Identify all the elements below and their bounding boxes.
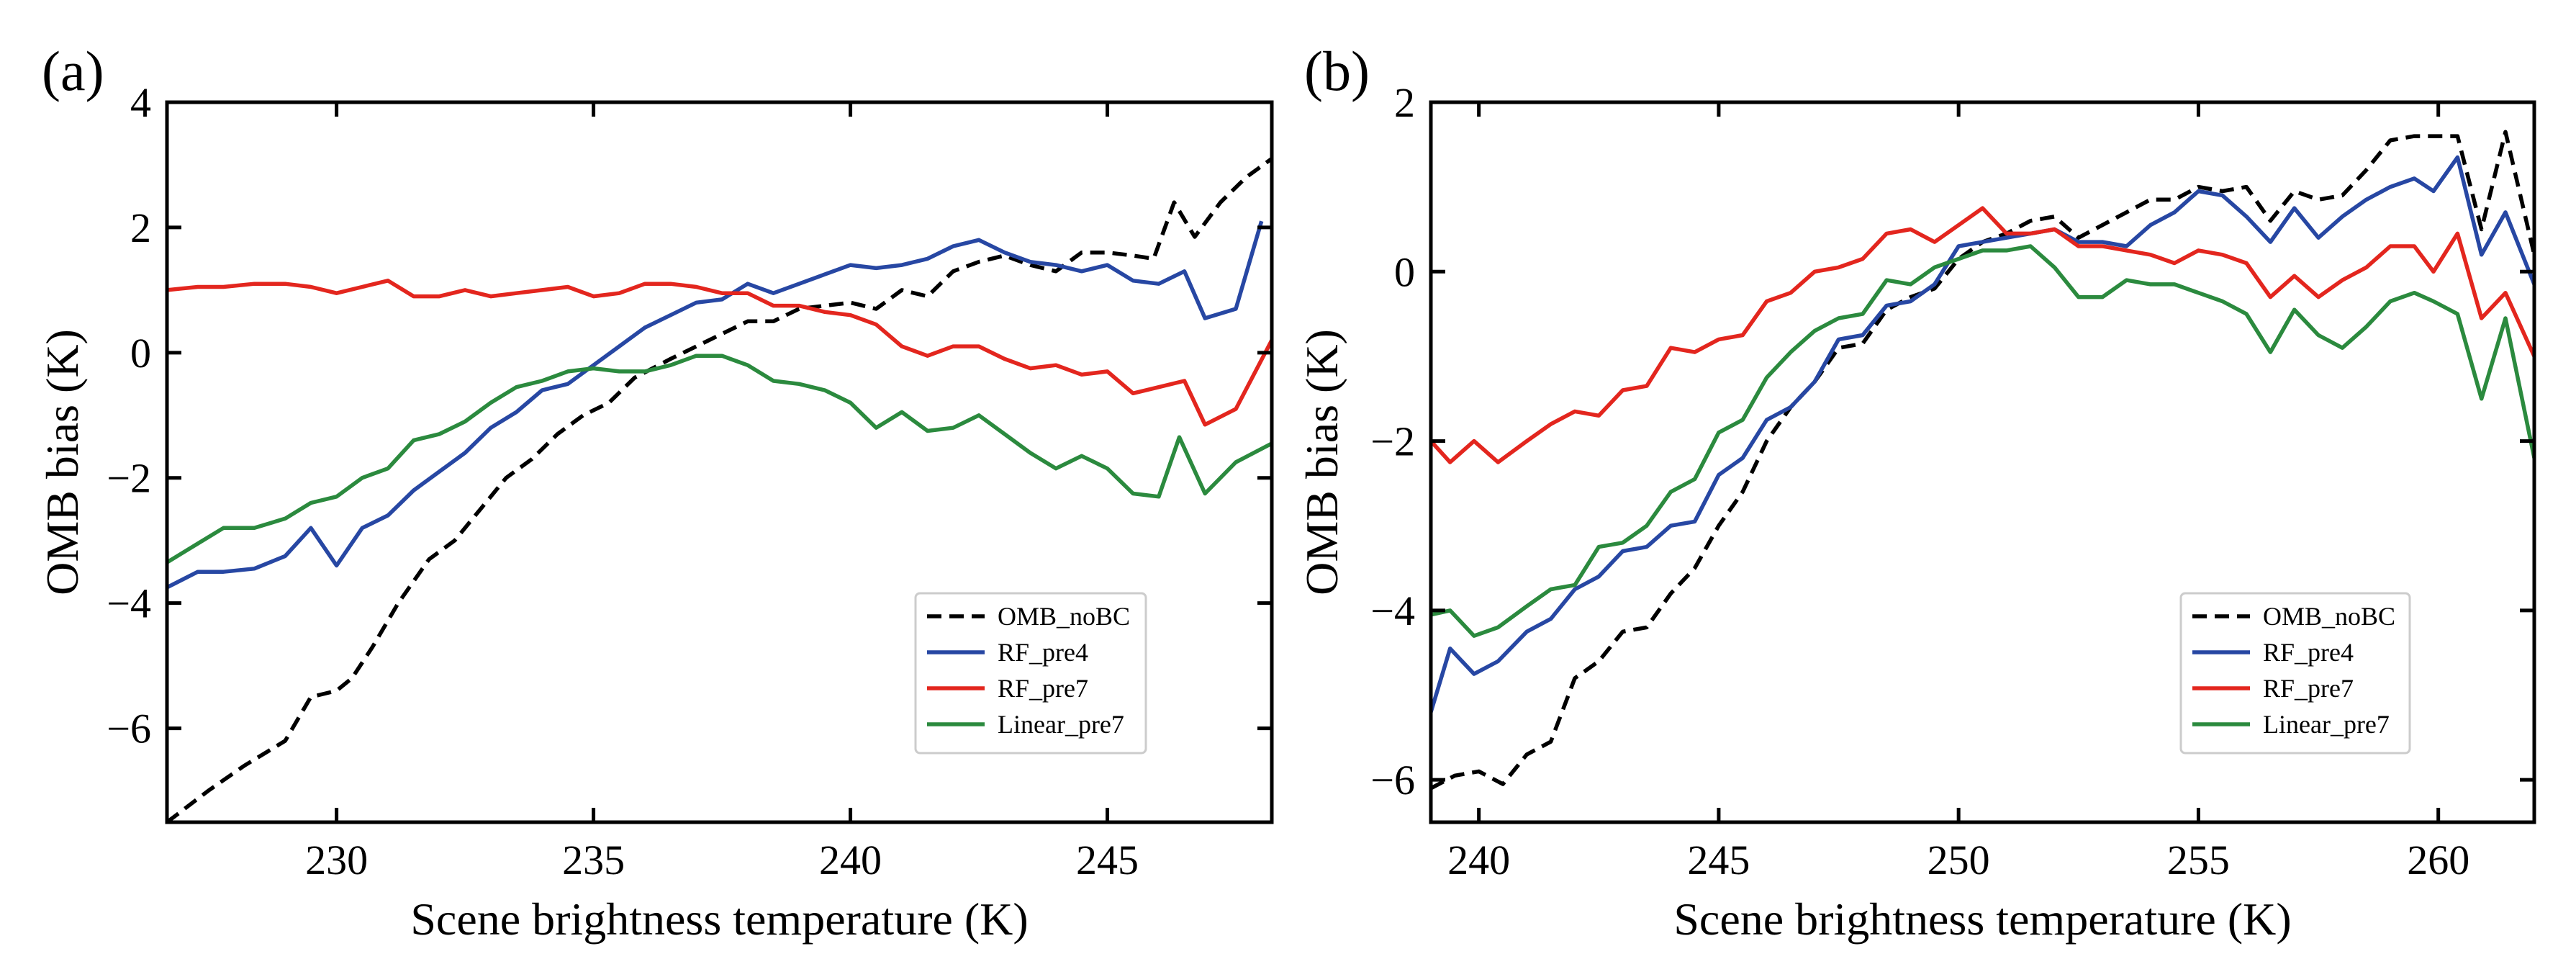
legend-box <box>914 592 1147 755</box>
y-tick-label: −6 <box>1370 757 1415 803</box>
x-tick-label: 245 <box>1687 837 1750 883</box>
y-tick-label: −2 <box>1370 418 1415 465</box>
y-axis-label: OMB bias (K) <box>37 329 88 595</box>
series-line-linear-pre7 <box>1431 244 2534 638</box>
legend-entry-label: OMB_noBC <box>2263 602 2395 631</box>
series-line-rf-pre7 <box>167 279 1272 427</box>
panel-label: (a) <box>42 40 104 102</box>
y-tick-label: −6 <box>107 706 151 752</box>
y-tick-label: 4 <box>130 79 151 126</box>
series-line-rf-pre4 <box>1431 155 2534 713</box>
series-line-omb-nobc <box>167 157 1272 822</box>
legend-entry-label: RF_pre4 <box>998 638 1088 667</box>
panel-label: (b) <box>1304 40 1370 102</box>
y-tick-label: −4 <box>107 580 151 627</box>
x-tick-label: 230 <box>305 837 368 883</box>
series-group <box>167 157 1272 822</box>
x-tick-label: 240 <box>819 837 882 883</box>
legend-entry-label: Linear_pre7 <box>2263 710 2390 739</box>
legend-entry-label: Linear_pre7 <box>998 710 1124 739</box>
x-tick-label: 235 <box>562 837 625 883</box>
x-tick-label: 245 <box>1076 837 1139 883</box>
y-tick-label: −2 <box>107 455 151 502</box>
x-tick-label: 255 <box>2167 837 2230 883</box>
x-tick-label: 240 <box>1447 837 1510 883</box>
y-tick-label: −4 <box>1370 587 1415 634</box>
x-tick-label: 260 <box>2407 837 2469 883</box>
series-line-rf-pre7 <box>1431 206 2534 464</box>
y-tick-label: 2 <box>1394 79 1415 126</box>
panel-a: 230 235 240 245 −6 −4 −2 0 2 4 Scene brightness te… <box>37 40 1274 945</box>
plot-frame <box>1429 100 2536 824</box>
panel-b: 240 245 250 255 260 −6 −4 −2 0 2 Scene brightness … <box>1296 40 2536 945</box>
legend-entry-label: RF_pre4 <box>2263 638 2354 667</box>
series-line-linear-pre7 <box>167 354 1272 564</box>
plot-frame <box>165 100 1274 824</box>
series-group <box>1431 130 2534 791</box>
legend-entry-label: OMB_noBC <box>998 602 1130 631</box>
legend-entry-label: RF_pre7 <box>998 674 1088 703</box>
y-tick-label: 0 <box>130 330 151 377</box>
legend-entry-label: RF_pre7 <box>2263 674 2354 703</box>
legend: OMB_noBC RF_pre4 RF_pre7 Linear_pre7 <box>2179 592 2411 755</box>
legend: OMB_noBC RF_pre4 RF_pre7 Linear_pre7 <box>914 592 1147 755</box>
x-axis-label: Scene brightness temperature (K) <box>1673 893 2291 945</box>
y-tick-label: 2 <box>130 204 151 251</box>
y-axis-label: OMB bias (K) <box>1296 329 1347 595</box>
y-tick-label: 0 <box>1394 248 1415 295</box>
series-line-rf-pre4 <box>167 220 1264 590</box>
x-axis-label: Scene brightness temperature (K) <box>410 893 1028 945</box>
legend-box <box>2179 592 2411 755</box>
x-tick-label: 250 <box>1928 837 1990 883</box>
